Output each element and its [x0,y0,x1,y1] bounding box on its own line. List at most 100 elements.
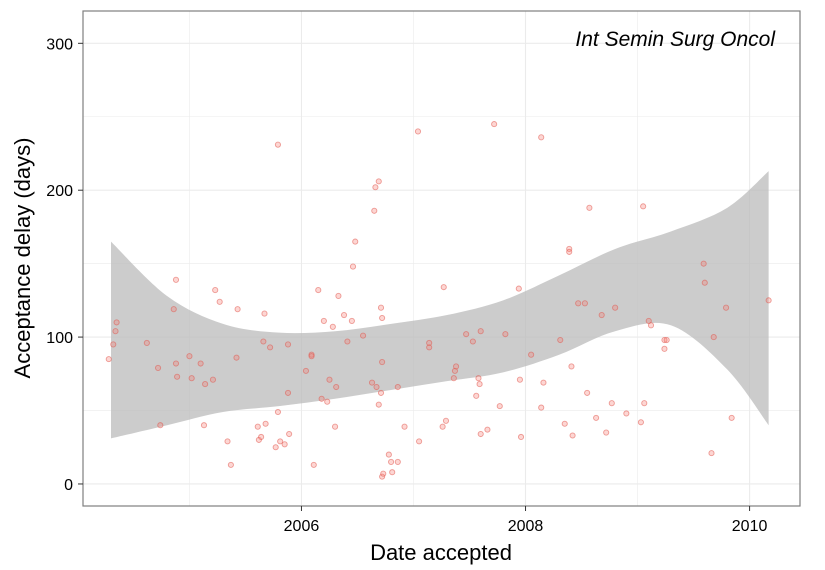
data-point [561,420,568,427]
data-point [394,458,401,465]
data-point [186,353,193,360]
data-point [262,420,269,427]
data-point [274,141,281,148]
data-point [640,203,647,210]
data-point [439,423,446,430]
data-point [453,363,460,370]
data-point [723,304,730,311]
data-point [584,389,591,396]
data-point [113,319,120,326]
data-point [344,338,351,345]
data-point [380,470,387,477]
data-point [373,383,380,391]
data-point [538,404,545,411]
data-point [315,287,322,294]
data-point [340,312,348,319]
data-point [110,341,117,348]
data-point [261,310,268,317]
data-point [172,360,180,367]
data-point [765,297,772,304]
data-point [281,441,288,448]
data-point [202,381,209,388]
confidence-band [111,171,769,439]
data-point [496,403,503,410]
data-point [197,360,204,367]
data-point [326,376,333,383]
data-point [603,429,610,436]
data-point [260,338,267,345]
data-point [318,395,325,402]
data-point [566,248,573,255]
data-point [377,389,385,396]
x-tick-label: 2008 [508,518,544,535]
data-point [105,356,112,363]
data-point [581,300,588,307]
data-point [473,392,480,399]
data-point [637,419,644,426]
y-tick-label: 0 [64,477,73,494]
data-point [157,422,164,429]
x-axis: 2006 2008 2010 [284,506,767,535]
data-point [170,306,177,313]
data-point [233,354,240,361]
data-point [308,353,315,360]
data-point [155,364,162,371]
data-point [348,317,355,324]
data-point [416,438,423,445]
data-point [442,417,450,424]
data-point [277,438,284,445]
x-tick-label: 2006 [284,518,320,535]
data-point [379,314,386,322]
data-point [234,306,241,313]
data-point [569,432,576,439]
data-point [394,383,401,391]
y-tick-label: 100 [46,330,73,347]
data-point [320,317,327,324]
data-point [557,336,564,344]
data-point [477,328,484,335]
data-point [360,332,367,339]
data-point [463,331,470,338]
data-point [426,339,433,347]
data-point [476,381,483,388]
data-point [475,375,482,382]
data-point [517,433,525,441]
data-point [540,379,547,386]
data-point [575,300,582,307]
data-point [310,461,317,468]
data-point [284,389,292,396]
data-point [708,450,715,457]
data-point [267,344,274,351]
data-point [414,128,422,135]
data-point [700,260,707,267]
y-tick-label: 300 [46,36,73,53]
data-point [515,285,522,292]
data-point [484,426,491,433]
data-point [502,331,509,338]
data-point [661,345,668,352]
data-point [212,287,219,294]
data-point [375,401,382,408]
data-point [586,204,593,211]
data-point [200,422,208,429]
data-point [647,322,655,329]
data-point [389,469,396,476]
data-point [286,430,293,438]
data-point [426,344,433,351]
data-point [377,304,385,311]
data-point [379,359,386,366]
data-point [450,375,457,382]
data-point [143,339,150,347]
data-point [112,328,119,335]
data-point [516,376,523,383]
data-point [728,414,735,421]
data-point [469,338,476,345]
data-point [612,304,619,311]
data-point [324,398,331,405]
data-point [272,444,279,451]
data-point [174,373,181,380]
data-point [329,323,336,330]
data-point [188,375,195,382]
data-point [352,238,359,245]
data-point [401,423,408,430]
